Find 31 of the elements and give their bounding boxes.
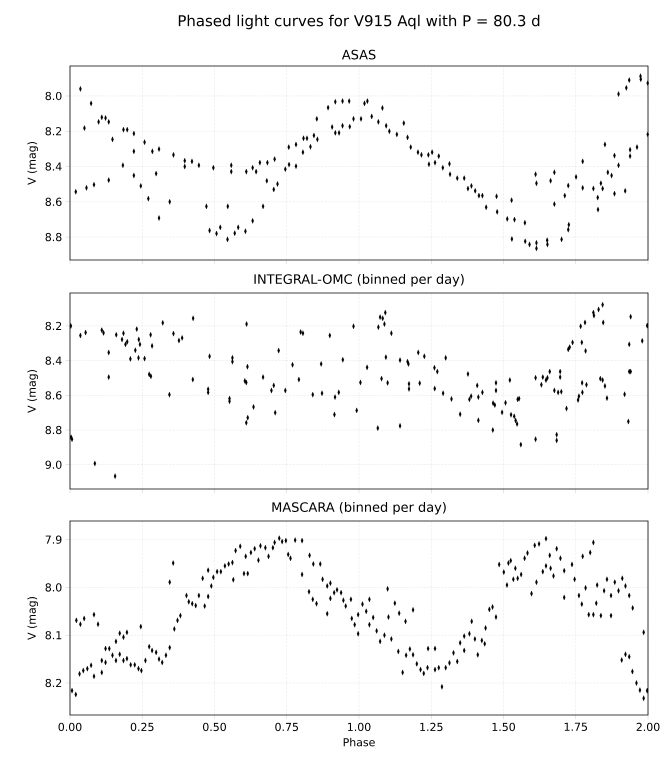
y-tick-label: 8.0 [46, 92, 62, 100]
y-tick-label: 8.8 [46, 426, 62, 434]
x-tick-label: 1.50 [492, 722, 515, 732]
y-axis-title: V (mag) [27, 370, 38, 413]
x-tick-label: 0.25 [130, 722, 154, 732]
x-tick-label: 1.00 [348, 722, 370, 732]
x-tick-label: 0.75 [275, 722, 298, 732]
y-axis-title: V (mag) [27, 142, 38, 185]
y-axis-title: V (mag) [27, 597, 38, 640]
x-tick-label: 1.75 [564, 722, 587, 731]
y-tick-label: 8.6 [46, 198, 62, 206]
y-tick-label: 8.2 [46, 678, 62, 688]
y-tick-label: 8.6 [46, 391, 62, 400]
y-tick-label: 9.0 [45, 460, 62, 469]
x-axis-title: Phase [344, 738, 375, 746]
chart-title: INTEGRAL-OMC (binned per day) [254, 274, 464, 286]
y-tick-label: 8.0 [46, 583, 62, 592]
x-tick-label: 0.50 [203, 722, 226, 732]
x-tick-label: 2.00 [636, 722, 660, 732]
x-tick-label: 0.00 [58, 722, 82, 732]
y-tick-label: 8.2 [46, 127, 62, 136]
y-tick-label: 8.4 [46, 356, 62, 365]
y-tick-label: 8.8 [46, 232, 62, 242]
y-tick-label: 7.9 [46, 535, 62, 544]
x-tick-label: 1.25 [420, 722, 442, 732]
y-tick-label: 8.2 [46, 322, 62, 330]
y-tick-label: 8.1 [46, 631, 62, 640]
chart-title: MASCARA (binned per day) [272, 502, 446, 514]
chart-subtitle: ASAS [342, 50, 376, 60]
chart-title: Phased light curves for V915 Aql with P = 80.3 d [178, 14, 540, 30]
y-tick-label: 8.4 [46, 162, 62, 171]
